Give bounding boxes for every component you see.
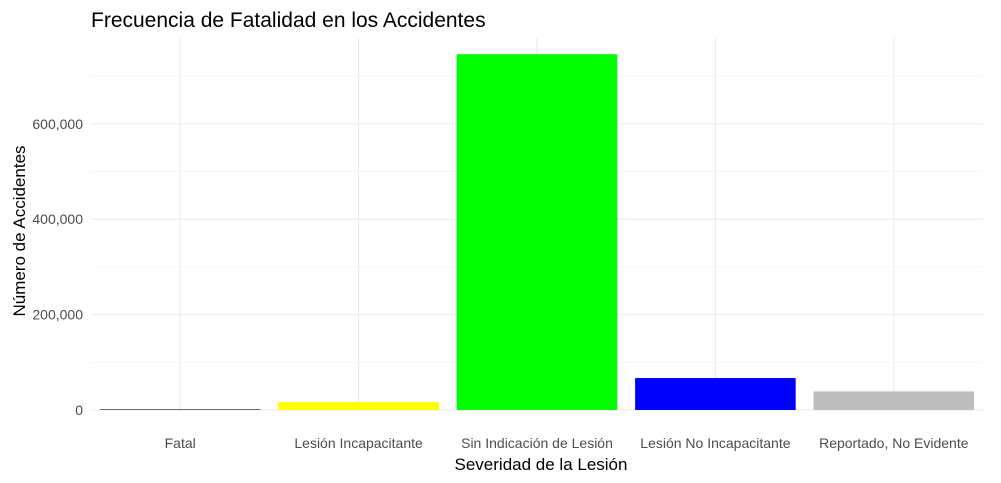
x-tick-label: Lesión Incapacitante <box>294 435 423 451</box>
bar <box>99 409 261 410</box>
y-tick-label: 0 <box>75 402 83 418</box>
y-tick-label: 400,000 <box>32 211 83 227</box>
bar <box>456 54 618 410</box>
bar <box>278 402 439 410</box>
x-tick-label: Fatal <box>165 435 196 451</box>
chart-title: Frecuencia de Fatalidad en los Accidente… <box>91 9 486 32</box>
x-tick-label: Sin Indicación de Lesión <box>461 435 613 451</box>
bars <box>99 54 975 410</box>
y-tick-label: 600,000 <box>32 116 83 132</box>
bar <box>813 391 975 410</box>
bar <box>635 378 796 410</box>
x-axis-ticks: Fatal Lesión Incapacitante Sin Indicación … <box>165 435 969 451</box>
y-tick-label: 200,000 <box>32 307 83 323</box>
y-axis-title: Número de Accidentes <box>10 145 29 316</box>
y-axis-ticks: 0 200,000 400,000 600,000 <box>32 116 83 418</box>
x-tick-label: Reportado, No Evidente <box>819 435 969 451</box>
x-axis-title: Severidad de la Lesión <box>455 455 628 474</box>
x-tick-label: Lesión No Incapacitante <box>640 435 790 451</box>
